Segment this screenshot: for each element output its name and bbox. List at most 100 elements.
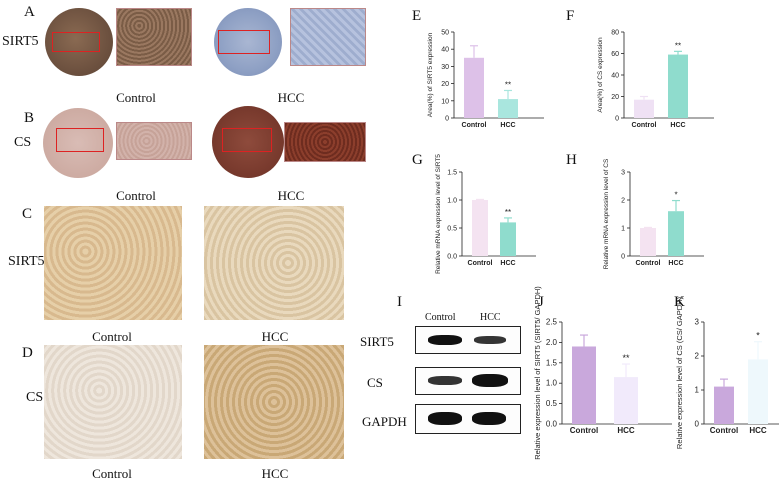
panel-label-h: H (566, 152, 577, 168)
panel-label-g: G (412, 152, 423, 168)
tma-core-control-cs (43, 108, 113, 178)
y-axis-label: Relative expression level of CS (CS/ GAP… (675, 296, 684, 449)
x-tick-label: HCC (668, 260, 683, 267)
bar-control (464, 57, 484, 118)
x-tick-label: HCC (749, 426, 767, 435)
significance-marker: * (756, 331, 760, 341)
x-tick-label: Control (468, 260, 493, 267)
y-tick-label: 1.0 (447, 198, 457, 205)
bar-chart-e: 0 10 20 30 40 50 Area(%) of SIRT5 expression Co… (427, 30, 544, 129)
wb-blot-cs (415, 367, 521, 395)
caption-control: Control (116, 90, 156, 105)
x-tick-label: Control (570, 426, 598, 435)
x-tick-label: HCC (500, 260, 515, 267)
y-tick-label: 3 (695, 318, 700, 327)
x-tick-label: Control (710, 426, 738, 435)
zoom-region-box (222, 128, 272, 152)
bar-hcc (748, 359, 768, 424)
wb-row-label-sirt5: SIRT5 (360, 334, 394, 349)
y-tick-label: 0 (615, 116, 619, 123)
wb-lane-label-control: Control (425, 312, 456, 323)
caption-hcc: HCC (277, 90, 305, 105)
y-axis-label: Relative expression level of SIRT5 (SIRT… (533, 286, 542, 460)
bar-chart-f: 0 20 40 60 80 Area(%) of CS expression Control… (597, 30, 714, 129)
bar-control (714, 386, 734, 424)
y-tick-label: 2.5 (546, 318, 558, 327)
y-tick-label: 20 (441, 81, 449, 88)
panel-label-f: F (566, 8, 575, 24)
row-label-c: SIRT5 (8, 254, 45, 269)
bar-chart-h: 0 1 2 3 Relative mRNA expression level of CS… (603, 158, 704, 269)
wb-row-label-gapdh: GAPDH (362, 414, 407, 429)
ihc-image-hcc-sirt5 (204, 206, 344, 320)
bar-hcc (500, 222, 516, 256)
significance-marker: ** (622, 353, 630, 363)
zoom-inset-hcc-cs (284, 122, 366, 162)
zoom-inset-hcc-sirt5 (290, 8, 366, 66)
zoom-region-box (56, 128, 104, 152)
significance-marker: * (674, 191, 677, 200)
zoom-inset-control-cs (116, 122, 192, 160)
y-tick-label: 0.5 (447, 226, 457, 233)
wb-band (428, 412, 462, 425)
wb-lane-label-hcc: HCC (480, 312, 501, 323)
x-tick-label: Control (632, 122, 657, 129)
caption-control: Control (92, 466, 132, 481)
y-tick-label: 2.0 (546, 338, 558, 347)
x-tick-label: Control (636, 260, 661, 267)
y-tick-label: 0 (445, 116, 449, 123)
wb-blot-sirt5 (415, 326, 521, 354)
bar-chart-j: 0.0 0.5 1.0 1.5 2.0 2.5 Relative expression le… (533, 286, 672, 460)
y-tick-label: 2 (621, 198, 625, 205)
ihc-image-control-cs (44, 345, 182, 459)
wb-band (472, 374, 508, 387)
y-tick-label: 0 (621, 254, 625, 261)
y-axis-label: Area(%) of CS expression (597, 37, 604, 113)
bar-hcc (668, 211, 684, 256)
y-tick-label: 0.0 (447, 254, 457, 261)
y-tick-label: 50 (441, 30, 449, 37)
caption-hcc: HCC (261, 329, 289, 344)
bar-control (640, 228, 656, 256)
y-tick-label: 10 (441, 98, 449, 105)
panel-label-e: E (412, 8, 422, 24)
x-tick-label: HCC (500, 122, 515, 129)
y-tick-label: 0.5 (546, 399, 558, 408)
bar-chart-g: 0.0 0.5 1.0 1.5 Relative mRNA expression lev… (435, 154, 536, 274)
caption-hcc: HCC (277, 188, 305, 203)
caption-hcc: HCC (261, 466, 289, 481)
x-tick-label: HCC (617, 426, 635, 435)
tma-core-hcc-sirt5 (214, 8, 282, 76)
wb-row-label-cs: CS (367, 375, 383, 390)
y-tick-label: 1.5 (447, 170, 457, 177)
panel-label-i: I (397, 294, 402, 310)
bar-hcc (668, 54, 688, 118)
tma-core-control-sirt5 (45, 8, 113, 76)
y-axis-label: Relative mRNA expression level of CS (603, 158, 610, 269)
y-tick-label: 20 (611, 94, 619, 101)
significance-marker: ** (675, 41, 681, 50)
y-tick-label: 30 (441, 64, 449, 71)
caption-control: Control (92, 329, 132, 344)
y-tick-label: 1 (695, 386, 700, 395)
bar-hcc (614, 377, 638, 424)
row-label-a: SIRT5 (2, 34, 39, 49)
wb-band (428, 376, 462, 385)
x-tick-label: HCC (670, 122, 685, 129)
panel-label-d: D (22, 345, 33, 361)
bar-chart-k: 0 1 2 3 Relative expression level of CS (CS/… (675, 296, 779, 449)
significance-marker: ** (505, 80, 511, 89)
y-tick-label: 3 (621, 170, 625, 177)
zoom-inset-control-sirt5 (116, 8, 192, 66)
y-tick-label: 0.0 (546, 420, 558, 429)
x-tick-label: Control (462, 122, 487, 129)
caption-control: Control (116, 188, 156, 203)
y-tick-label: 60 (611, 51, 619, 58)
bar-hcc (498, 99, 518, 118)
y-tick-label: 40 (441, 47, 449, 54)
wb-band (428, 335, 462, 345)
panel-label-k: K (674, 294, 685, 310)
panel-label-c: C (22, 206, 33, 222)
y-tick-label: 1.0 (546, 379, 558, 388)
y-tick-label: 80 (611, 30, 619, 37)
